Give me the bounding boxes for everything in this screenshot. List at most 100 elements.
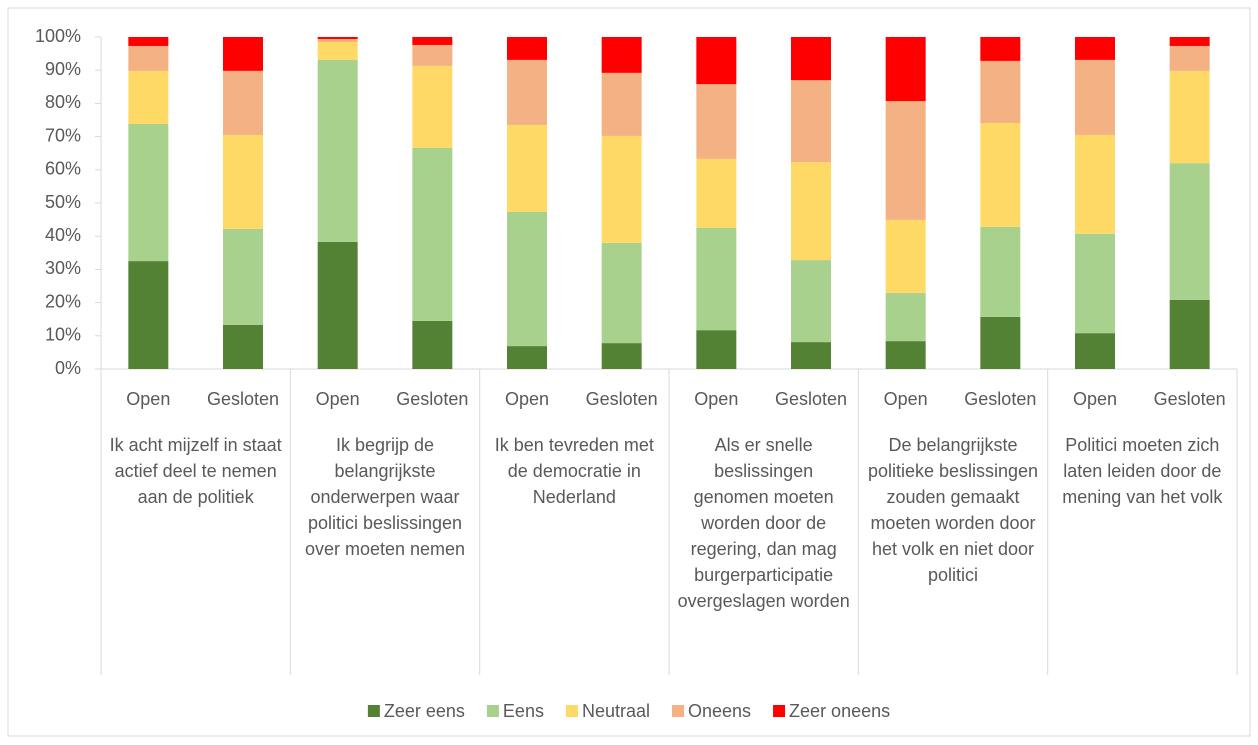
bar-segment bbox=[223, 37, 263, 71]
x-tick-label: Open bbox=[316, 389, 360, 409]
y-tick-label: 90% bbox=[45, 59, 81, 79]
bar-segment bbox=[885, 101, 926, 220]
y-tick-label: 10% bbox=[45, 325, 81, 345]
bar-segment bbox=[885, 219, 926, 293]
bar-segment bbox=[696, 158, 737, 228]
bar-segment bbox=[885, 37, 926, 102]
bar-segment bbox=[507, 37, 547, 60]
bar-segment bbox=[696, 227, 737, 331]
bar-segment bbox=[412, 37, 453, 45]
x-tick-label: Gesloten bbox=[964, 389, 1036, 409]
bar-segment bbox=[317, 59, 358, 242]
bar-segment bbox=[1075, 37, 1115, 60]
legend-swatch bbox=[672, 705, 684, 717]
x-tick-label: Gesloten bbox=[775, 389, 847, 409]
bar-segment bbox=[885, 292, 926, 342]
bar-segment bbox=[980, 60, 1021, 123]
group-label: Politici moeten zich laten leiden door d… bbox=[1062, 435, 1223, 507]
y-tick-label: 100% bbox=[35, 26, 81, 46]
x-tick-label: Gesloten bbox=[1154, 389, 1226, 409]
bar-segment bbox=[507, 211, 547, 347]
bar-segment bbox=[885, 341, 926, 369]
bar-segment bbox=[507, 59, 547, 125]
bar-segment bbox=[128, 45, 169, 71]
bar-segment bbox=[317, 38, 358, 42]
bar-segment bbox=[601, 242, 642, 344]
legend-label: Neutraal bbox=[582, 701, 650, 721]
bar-segment bbox=[128, 70, 169, 124]
bar-segment bbox=[980, 122, 1021, 227]
x-tick-label: Gesloten bbox=[396, 389, 468, 409]
bar-segment bbox=[1169, 299, 1210, 369]
bar-segment bbox=[507, 346, 547, 369]
group-label: Ik ben tevreden met de democratie in Ned… bbox=[494, 435, 654, 507]
bar-segment bbox=[791, 342, 831, 369]
bar-segment bbox=[791, 260, 831, 343]
bar-segment bbox=[791, 80, 831, 163]
legend-label: Zeer oneens bbox=[789, 701, 890, 721]
bar-segment bbox=[1075, 59, 1115, 135]
legend-swatch bbox=[486, 705, 499, 717]
bar-segment bbox=[1169, 45, 1210, 71]
group-label: Ik begrijp de belangrijkste onderwerpen … bbox=[304, 435, 466, 559]
bar-segment bbox=[601, 72, 642, 136]
legend-label: Eens bbox=[503, 701, 544, 721]
bar-segment bbox=[1169, 37, 1210, 46]
bar-segment bbox=[601, 135, 642, 243]
bar-segment bbox=[412, 147, 453, 321]
bar-segment bbox=[223, 324, 263, 369]
group-label: De belangrijkste politieke beslissingen … bbox=[867, 435, 1039, 585]
bar-segment bbox=[1169, 163, 1210, 300]
bar-segment bbox=[601, 37, 642, 73]
legend-label: Zeer eens bbox=[384, 701, 465, 721]
bar-segment bbox=[1075, 233, 1115, 334]
legend-swatch bbox=[565, 705, 578, 717]
bar-segment bbox=[412, 44, 453, 66]
x-tick-label: Open bbox=[505, 389, 549, 409]
bar-segment bbox=[791, 37, 831, 81]
bar-segment bbox=[696, 37, 737, 85]
group-label: Ik acht mijzelf in staat actief deel te … bbox=[109, 435, 282, 507]
legend-swatch bbox=[367, 705, 380, 717]
x-tick-label: Gesloten bbox=[207, 389, 279, 409]
y-tick-label: 70% bbox=[45, 125, 81, 145]
bar-segment bbox=[317, 37, 358, 39]
y-tick-label: 40% bbox=[45, 225, 81, 245]
x-tick-label: Open bbox=[694, 389, 738, 409]
bar-segment bbox=[128, 261, 169, 369]
bar-segment bbox=[601, 343, 642, 369]
bar-segment bbox=[507, 124, 547, 212]
bar-segment bbox=[223, 70, 263, 135]
y-tick-label: 30% bbox=[45, 258, 81, 278]
bar-segment bbox=[980, 316, 1021, 369]
bar-segment bbox=[791, 162, 831, 261]
x-tick-label: Open bbox=[126, 389, 170, 409]
legend-label: Oneens bbox=[688, 701, 751, 721]
group-label: Als er snelle beslissingen genomen moete… bbox=[677, 435, 850, 611]
bar-segment bbox=[223, 134, 263, 229]
bar-segment bbox=[696, 330, 737, 369]
bar-segment bbox=[128, 123, 169, 262]
bar-segment bbox=[696, 84, 737, 159]
bar-segment bbox=[412, 320, 453, 369]
bar-segment bbox=[980, 37, 1021, 61]
bar-segment bbox=[1169, 70, 1210, 164]
bar-segment bbox=[980, 226, 1021, 317]
bar-segment bbox=[317, 241, 358, 369]
bar-segment bbox=[412, 65, 453, 148]
y-tick-label: 60% bbox=[45, 159, 81, 179]
legend-swatch bbox=[773, 705, 786, 717]
y-tick-label: 80% bbox=[45, 92, 81, 112]
x-tick-label: Gesloten bbox=[586, 389, 658, 409]
bar-segment bbox=[1075, 134, 1115, 234]
x-tick-label: Open bbox=[1073, 389, 1117, 409]
y-tick-label: 20% bbox=[45, 291, 81, 311]
x-tick-label: Open bbox=[884, 389, 928, 409]
bar-segment bbox=[128, 37, 169, 46]
y-tick-label: 50% bbox=[45, 192, 81, 212]
y-tick-label: 0% bbox=[55, 358, 81, 378]
bar-segment bbox=[1075, 333, 1115, 369]
bar-segment bbox=[223, 228, 263, 325]
